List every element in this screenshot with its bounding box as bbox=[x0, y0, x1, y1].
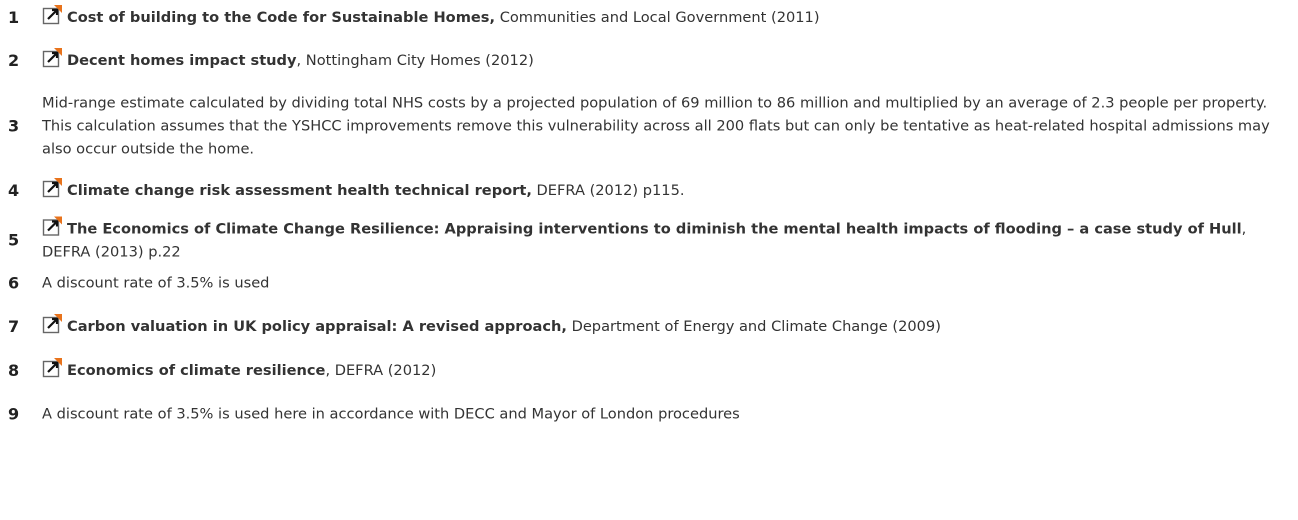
footnote-text: A discount rate of 3.5% is used here in … bbox=[42, 403, 1290, 426]
footnote-text: Climate change risk assessment health te… bbox=[42, 178, 1290, 202]
footnote-text: A discount rate of 3.5% is used bbox=[42, 272, 1290, 295]
reference-link[interactable]: Climate change risk assessment health te… bbox=[67, 182, 532, 199]
footnote: 1 Cost of building to the Code for Sustai… bbox=[0, 5, 1290, 29]
external-link-icon bbox=[42, 5, 62, 25]
footnote-text: Economics of climate resilience, DEFRA (… bbox=[42, 358, 1290, 382]
reference-detail: Mid-range estimate calculated by dividin… bbox=[42, 94, 1270, 158]
external-link-icon bbox=[42, 48, 62, 68]
reference-detail: A discount rate of 3.5% is used here in … bbox=[42, 405, 740, 423]
external-link-icon bbox=[42, 216, 62, 236]
reference-detail: , DEFRA (2013) p.22 bbox=[42, 220, 1247, 261]
footnote-number: 5 bbox=[8, 230, 20, 250]
footnote-number: 6 bbox=[8, 273, 20, 293]
footnote-number: 3 bbox=[8, 116, 20, 136]
footnote-text: Mid-range estimate calculated by dividin… bbox=[42, 92, 1290, 161]
external-link-icon bbox=[42, 314, 62, 334]
reference-detail: Communities and Local Government (2011) bbox=[499, 9, 820, 26]
footnote-number: 7 bbox=[8, 316, 20, 336]
footnote-number: 9 bbox=[8, 404, 20, 424]
reference-detail: DEFRA (2012) p115. bbox=[536, 182, 685, 199]
footnote-text: Decent homes impact study, Nottingham Ci… bbox=[42, 48, 1290, 72]
footnote: 7 Carbon valuation in UK policy appraisal… bbox=[0, 314, 1290, 338]
footnote: 4 Climate change risk assessment health t… bbox=[0, 178, 1290, 202]
reference-link[interactable]: Carbon valuation in UK policy appraisal:… bbox=[67, 318, 567, 335]
external-link-icon bbox=[42, 358, 62, 378]
footnote-number: 1 bbox=[8, 7, 20, 27]
reference-detail: Department of Energy and Climate Change … bbox=[571, 318, 941, 335]
footnote: 8 Economics of climate resilience, DEFRA … bbox=[0, 358, 1290, 382]
footnote-number: 4 bbox=[8, 180, 20, 200]
reference-link[interactable]: Decent homes impact study bbox=[67, 52, 297, 69]
footnote-text: Cost of building to the Code for Sustain… bbox=[42, 5, 1290, 29]
reference-detail: , Nottingham City Homes (2012) bbox=[296, 52, 534, 69]
footnote: 3 Mid-range estimate calculated by dividi… bbox=[0, 92, 1290, 161]
external-link-icon bbox=[42, 178, 62, 198]
footnote-text: Carbon valuation in UK policy appraisal:… bbox=[42, 314, 1290, 338]
footnote: 6 A discount rate of 3.5% is used bbox=[0, 272, 1290, 295]
footnote: 9 A discount rate of 3.5% is used here in… bbox=[0, 403, 1290, 426]
footnote-number: 2 bbox=[8, 50, 20, 70]
reference-detail: A discount rate of 3.5% is used bbox=[42, 274, 270, 292]
footnote: 2 Decent homes impact study, Nottingham C… bbox=[0, 48, 1290, 72]
footnote-text: The Economics of Climate Change Resilien… bbox=[42, 216, 1290, 264]
footnote-number: 8 bbox=[8, 360, 20, 380]
reference-link[interactable]: The Economics of Climate Change Resilien… bbox=[67, 220, 1242, 238]
reference-detail: , DEFRA (2012) bbox=[325, 362, 437, 379]
reference-link[interactable]: Economics of climate resilience bbox=[67, 362, 326, 379]
footnote: 5 The Economics of Climate Change Resilie… bbox=[0, 216, 1290, 264]
reference-link[interactable]: Cost of building to the Code for Sustain… bbox=[67, 9, 496, 26]
